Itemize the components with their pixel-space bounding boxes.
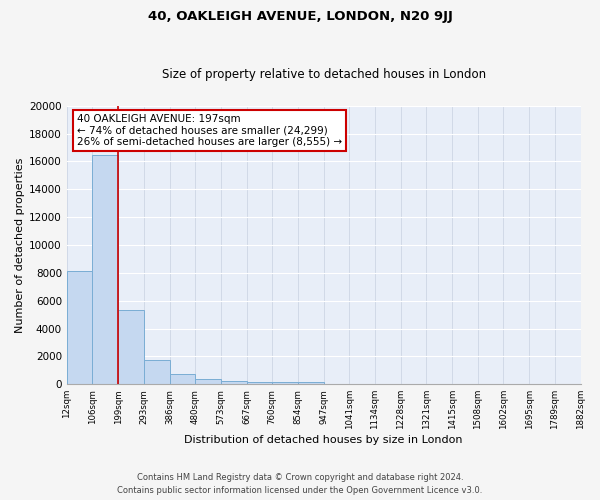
Bar: [195, 380, 221, 384]
X-axis label: Distribution of detached houses by size in London: Distribution of detached houses by size …: [184, 435, 463, 445]
Bar: [67, 272, 92, 384]
Bar: [144, 360, 170, 384]
Bar: [92, 154, 118, 384]
Text: 40 OAKLEIGH AVENUE: 197sqm
← 74% of detached houses are smaller (24,299)
26% of : 40 OAKLEIGH AVENUE: 197sqm ← 74% of deta…: [77, 114, 342, 148]
Text: 40, OAKLEIGH AVENUE, LONDON, N20 9JJ: 40, OAKLEIGH AVENUE, LONDON, N20 9JJ: [148, 10, 452, 23]
Y-axis label: Number of detached properties: Number of detached properties: [15, 158, 25, 332]
Bar: [247, 382, 272, 384]
Bar: [272, 382, 298, 384]
Title: Size of property relative to detached houses in London: Size of property relative to detached ho…: [161, 68, 486, 81]
Text: Contains HM Land Registry data © Crown copyright and database right 2024.
Contai: Contains HM Land Registry data © Crown c…: [118, 474, 482, 495]
Bar: [221, 382, 247, 384]
Bar: [298, 382, 323, 384]
Bar: [170, 374, 195, 384]
Bar: [118, 310, 144, 384]
